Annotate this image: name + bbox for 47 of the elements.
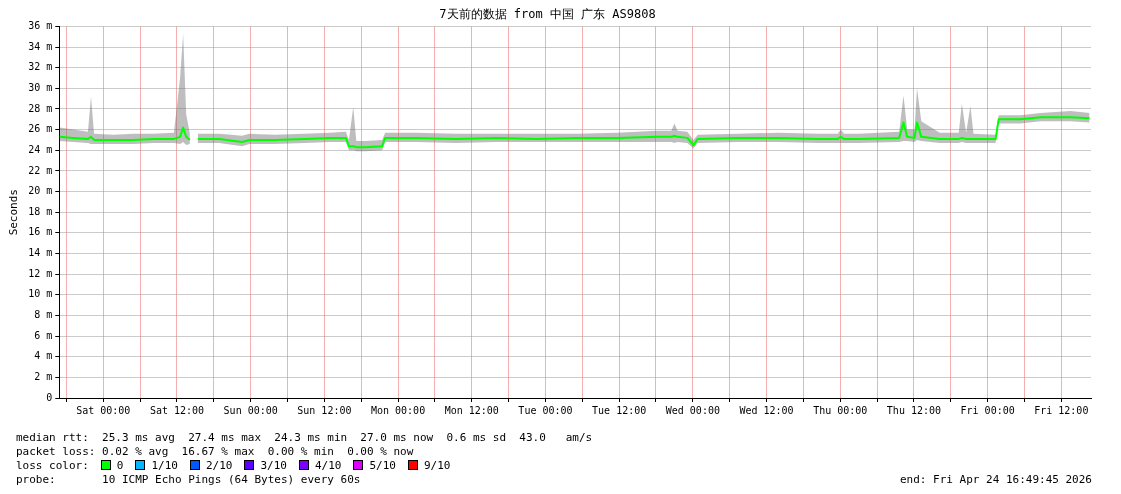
x-tick-label: Fri 00:00: [960, 404, 1015, 416]
x-tick-label: Fri 12:00: [1034, 404, 1089, 416]
y-tick-label: 8 m: [34, 309, 53, 321]
text: 2/10: [205, 459, 233, 472]
y-tick-label: 18 m: [28, 205, 53, 217]
x-tick-label: Thu 00:00: [813, 404, 868, 416]
y-tick-label: 14 m: [28, 247, 53, 259]
text: 1/10: [151, 459, 178, 472]
y-tick-label: 30 m: [28, 81, 53, 93]
x-tick-label: Tue 12:00: [592, 404, 647, 416]
y-tick-label: 6 m: [34, 329, 53, 341]
x-tick-label: Sun 12:00: [297, 404, 352, 416]
chart-title: 7天前的数据 from 中国 广东 AS9808: [439, 7, 656, 22]
y-tick-label: 4 m: [34, 350, 53, 362]
text: loss color:: [16, 459, 89, 472]
x-tick-label: Sun 00:00: [223, 404, 278, 416]
y-tick-label: 36 m: [28, 19, 53, 31]
text: packet loss: 0.02 % avg 16.67 % max 0.00 % min 0.00 % now: [16, 445, 414, 458]
x-tick-label: Mon 12:00: [444, 404, 499, 416]
y-tick-label: 22 m: [28, 164, 53, 176]
y-tick-label: 0: [46, 391, 53, 403]
y-tick-label: 16 m: [28, 226, 53, 238]
y-axis-title: Seconds: [7, 189, 21, 236]
x-tick-label: Sat 12:00: [149, 404, 205, 416]
x-tick-label: Sat 00:00: [76, 404, 131, 416]
y-tick-label: 28 m: [28, 102, 53, 114]
x-tick-label: Mon 00:00: [370, 404, 426, 416]
text: 9/10: [423, 459, 451, 472]
text: probe: 10 ICMP Echo Pings (64 Bytes) every 60s: [16, 473, 361, 486]
text: 4/10: [314, 459, 342, 472]
y-tick-label: 26 m: [28, 123, 53, 135]
x-tick-label: Thu 12:00: [886, 404, 942, 416]
y-tick-label: 10 m: [28, 288, 53, 300]
text: 0: [116, 459, 124, 472]
y-tick-label: 2 m: [34, 370, 53, 382]
text: end: Fri Apr 24 16:49:45 2026: [899, 473, 1092, 487]
y-tick-label: 34 m: [28, 40, 53, 52]
text: 5/10: [369, 459, 396, 472]
x-tick-label: Wed 00:00: [665, 404, 720, 416]
y-tick-label: 24 m: [28, 143, 53, 155]
y-tick-label: 20 m: [28, 185, 53, 197]
y-tick-label: 12 m: [28, 267, 53, 279]
y-tick-label: 32 m: [28, 61, 53, 73]
text: median rtt: 25.3 ms avg 27.4 ms max 24.3 ms min 27.0 ms now 0.6 ms sd 43.0 am/s: [16, 431, 593, 444]
x-tick-label: Wed 12:00: [739, 404, 794, 416]
x-tick-label: Tue 00:00: [518, 404, 573, 416]
text: 3/10: [260, 459, 287, 472]
